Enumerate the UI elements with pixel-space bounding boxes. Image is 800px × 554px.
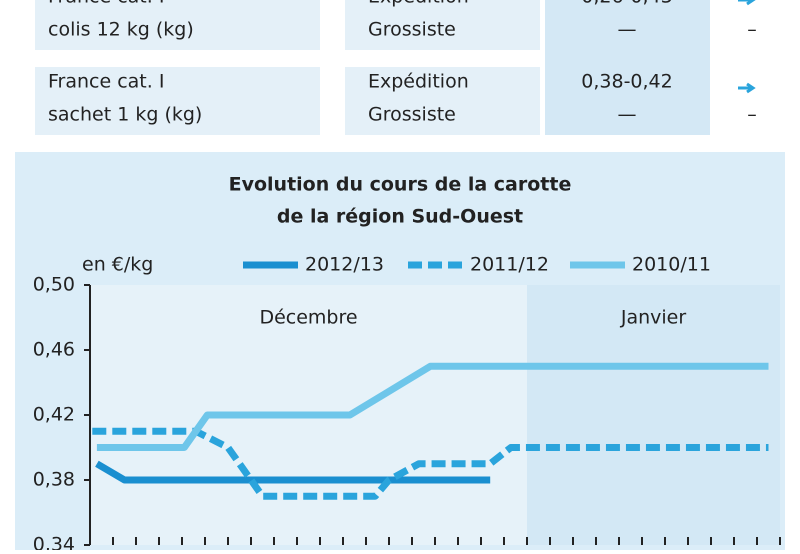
y-tick-label: 0,46	[33, 339, 75, 361]
series-line	[92, 427, 769, 500]
product-text: France cat. I	[48, 0, 164, 8]
month-label: Janvier	[620, 307, 687, 329]
market-text: Grossiste	[368, 104, 456, 126]
y-tick-label: 0,34	[33, 534, 75, 551]
trend-arrow	[738, 0, 756, 6]
trend-text: –	[747, 19, 757, 41]
y-tick-label: 0,50	[33, 274, 75, 296]
product-text: sachet 1 kg (kg)	[48, 104, 202, 126]
market-text: Grossiste	[368, 19, 456, 41]
price-text: 0,38-0,42	[581, 71, 672, 93]
legend-label: 2011/12	[470, 254, 549, 276]
legend-label: 2012/13	[305, 254, 384, 276]
y-tick-label: 0,42	[33, 404, 75, 426]
market-text: Expédition	[368, 0, 469, 8]
chart-title: de la région Sud-Ouest	[277, 206, 523, 228]
price-col-bg	[545, 0, 710, 135]
product-text: France cat. I	[48, 71, 164, 93]
row-bg	[345, 67, 540, 135]
month-label: Décembre	[259, 307, 357, 329]
month-region	[527, 285, 780, 545]
market-text: Expédition	[368, 71, 469, 93]
product-text: colis 12 kg (kg)	[48, 19, 194, 41]
series-line	[95, 460, 491, 484]
series-line	[96, 362, 769, 451]
y-tick-label: 0,38	[33, 469, 75, 491]
trend-arrow	[738, 82, 756, 94]
row-bg	[345, 0, 540, 50]
legend-label: 2010/11	[632, 254, 711, 276]
price-text: —	[618, 104, 637, 126]
y-axis-label: en €/kg	[82, 254, 153, 276]
row-bg	[35, 67, 320, 135]
price-text: —	[618, 19, 637, 41]
row-bg	[35, 0, 320, 50]
trend-text: –	[747, 104, 757, 126]
price-text: 0,26-0,43	[581, 0, 672, 8]
chart-title: Evolution du cours de la carotte	[229, 174, 572, 196]
